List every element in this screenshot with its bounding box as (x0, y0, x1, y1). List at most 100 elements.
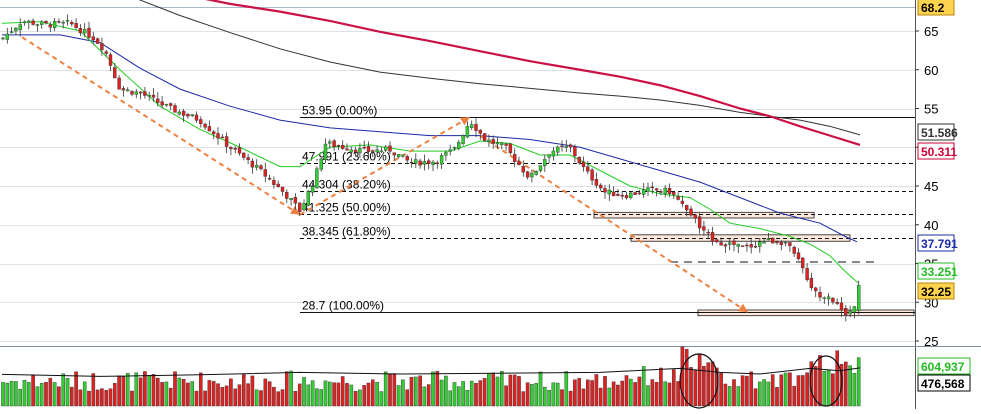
volume-bar (112, 383, 117, 407)
volume-bar (848, 365, 852, 407)
volume-bar (31, 375, 35, 407)
volume-bar (551, 382, 556, 407)
volume-bar (801, 375, 805, 407)
candle-body (581, 161, 586, 168)
volume-bar (659, 367, 663, 407)
volume-bar (478, 380, 483, 407)
volume-bar (831, 373, 835, 407)
candle-body (362, 146, 366, 149)
candle-body (250, 160, 255, 168)
volume-bar (392, 373, 397, 407)
candle-body (779, 241, 783, 245)
volume-bar (822, 370, 827, 407)
volume-bar (306, 384, 311, 407)
candle-body (478, 129, 482, 134)
candle-body (525, 171, 530, 178)
volume-bar (715, 367, 719, 407)
candle-body (44, 20, 48, 24)
volume-bar (349, 384, 354, 407)
volume-bar (353, 391, 358, 407)
volume-bar (422, 386, 427, 407)
volume-bar (340, 376, 345, 407)
price-badge-top (917, 0, 955, 16)
candle-body (491, 139, 495, 144)
volume-bar (315, 388, 319, 407)
volume-bar (616, 384, 620, 407)
candle-body (818, 292, 822, 298)
fib-label-3: 41.325 (50.00%) (302, 201, 391, 215)
candle-body (435, 162, 439, 164)
candle-body (349, 149, 353, 153)
candle-body (826, 296, 831, 300)
volume-bar (233, 388, 238, 407)
candle-body (224, 136, 229, 147)
axis-label-60: 60 (924, 63, 938, 78)
volume-bar (310, 380, 315, 407)
candle-body (762, 241, 766, 244)
volume-bar (702, 366, 706, 407)
candle-body (328, 141, 332, 144)
volume-bar (706, 362, 710, 407)
volume-bar (469, 380, 474, 407)
candle-body (809, 277, 814, 289)
volume-bar (521, 391, 526, 407)
candle-body (805, 268, 809, 281)
axis-label-25: 25 (924, 334, 938, 349)
volume-bar (289, 370, 293, 407)
volume-bar (319, 389, 324, 407)
candle-body (534, 170, 538, 175)
volume-bar (431, 371, 435, 407)
candle-body (151, 94, 156, 98)
candle-body (771, 237, 775, 244)
candle-body (263, 169, 267, 177)
volume-bar (168, 387, 173, 407)
volume-bar (788, 372, 792, 407)
volume-bar (826, 369, 831, 407)
volume-bar (108, 388, 113, 407)
price-badge-text-sma200: 51.586 (921, 126, 958, 140)
volume-highlight-ellipse (809, 355, 843, 407)
volume-bar (676, 381, 680, 407)
volume-bar (439, 379, 444, 407)
volume-bar (220, 387, 225, 407)
candle-body (405, 156, 409, 161)
candle-body (728, 242, 732, 245)
projection-arrowhead-0 (289, 206, 300, 215)
candle-body (680, 200, 685, 204)
volume-bar (345, 383, 349, 407)
candle-body (366, 146, 371, 152)
candle-body (749, 244, 753, 248)
volume-bar (654, 381, 659, 407)
volume-bar (1, 382, 5, 407)
volume-bar (362, 385, 367, 407)
candle-body (61, 21, 65, 24)
volume-bar (672, 369, 676, 407)
volume-bar (388, 373, 392, 407)
candle-body (465, 125, 470, 138)
volume-bar (358, 389, 362, 407)
volume-bar (482, 378, 487, 407)
candle-body (710, 232, 715, 242)
candle-body (848, 310, 852, 315)
candle-body (418, 160, 422, 166)
candle-body (319, 158, 323, 170)
candle-body (814, 287, 818, 292)
candle-body (40, 21, 44, 25)
candle-body (487, 139, 491, 143)
volume-bar (457, 386, 461, 407)
candle-body (298, 202, 302, 212)
candle-body (190, 114, 194, 117)
candle-body (375, 149, 379, 153)
volume-bar (607, 387, 612, 407)
candle-body (207, 126, 212, 132)
candle-body (620, 194, 624, 197)
candle-body (156, 98, 160, 103)
volume-bar (186, 382, 190, 407)
candle-body (379, 150, 384, 153)
volume-bar (525, 382, 530, 407)
candle-body (100, 43, 104, 51)
volume-bar (22, 379, 27, 407)
candle-body (543, 158, 547, 167)
volume-bar (74, 371, 78, 407)
